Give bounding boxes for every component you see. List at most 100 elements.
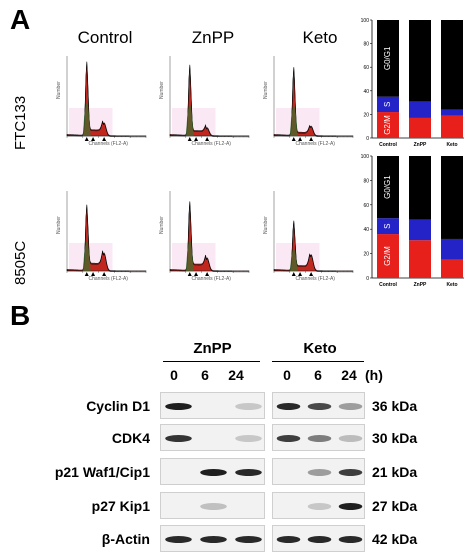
- svg-text:Number: Number: [159, 216, 165, 234]
- blot-band: [235, 435, 262, 442]
- blot-band: [165, 536, 192, 543]
- blot-strip-znpp: [160, 392, 265, 419]
- lane-label-keto-6: 6: [314, 367, 322, 383]
- blot-band: [235, 536, 262, 543]
- condition-title-control: Control: [77, 28, 133, 47]
- svg-text:Number: Number: [263, 81, 269, 99]
- phase-label-s: S: [383, 223, 392, 228]
- bar-y-tick: 0: [366, 136, 369, 142]
- lane-label-znpp-6: 6: [201, 367, 209, 383]
- blot-row-label: p21 Waf1/Cip1: [54, 464, 150, 480]
- histogram-8505c-control: Number Channels (FL2-A): [56, 191, 147, 282]
- bar-segment-g2-m-control: [377, 234, 399, 278]
- blot-band: [338, 503, 363, 510]
- svg-text:Channels (FL2-A): Channels (FL2-A): [89, 141, 129, 147]
- group-title-znpp: ZnPP: [193, 340, 232, 357]
- blot-band: [276, 403, 301, 410]
- bar-x-tick-keto: Keto: [446, 142, 457, 148]
- bar-segment-s-control: [377, 96, 399, 113]
- blot-strip-znpp: [160, 492, 265, 519]
- lane-label-keto-24: 24: [341, 367, 357, 383]
- blot-band: [235, 403, 262, 410]
- bar-x-tick-control: Control: [379, 282, 397, 288]
- blot-strip-keto: [272, 458, 365, 485]
- bar-x-tick-control: Control: [379, 142, 397, 148]
- blot-band: [200, 469, 227, 476]
- bar-segment-g2-m-znpp: [409, 240, 431, 278]
- time-unit-label: (h): [365, 367, 383, 383]
- svg-text:Number: Number: [159, 81, 165, 99]
- bar-y-tick: 60: [363, 65, 369, 71]
- blot-band: [338, 536, 363, 543]
- blot-row-label: Cyclin D1: [86, 398, 150, 414]
- blot-band: [235, 469, 262, 476]
- blot-strip-keto: [272, 492, 365, 519]
- svg-text:Channels (FL2-A): Channels (FL2-A): [296, 141, 336, 147]
- bar-segment-s-keto: [441, 238, 463, 260]
- bar-y-tick: 20: [363, 252, 369, 258]
- bar-y-tick: 80: [363, 178, 369, 184]
- blot-row-label: CDK4: [111, 430, 150, 446]
- lane-label-keto-0: 0: [283, 367, 291, 383]
- bar-segment-s-control: [377, 218, 399, 235]
- condition-title-znpp: ZnPP: [191, 28, 235, 47]
- bar-segment-s-znpp: [409, 219, 431, 241]
- blot-kda-label: 21 kDa: [372, 464, 418, 480]
- bar-segment-g2-m-control: [377, 112, 399, 138]
- bar-y-tick: 100: [361, 154, 370, 160]
- bar-y-tick: 60: [363, 203, 369, 209]
- bar-segment-g2-m-znpp: [409, 117, 431, 138]
- blot-kda-label: 42 kDa: [372, 531, 418, 547]
- bar-segment-g2-m-keto: [441, 115, 463, 138]
- bar-segment-g0-g1-znpp: [409, 20, 431, 102]
- condition-title-keto: Keto: [302, 28, 338, 47]
- blot-band: [307, 503, 332, 510]
- blot-band: [276, 435, 301, 442]
- blot-kda-label: 27 kDa: [372, 498, 418, 514]
- bar-segment-g0-g1-control: [377, 156, 399, 219]
- bar-y-tick: 0: [366, 276, 369, 282]
- blot-band: [338, 435, 363, 442]
- blot-band: [338, 469, 363, 476]
- bar-y-tick: 80: [363, 42, 369, 48]
- bar-x-tick-keto: Keto: [446, 282, 457, 288]
- blot-strip-znpp: [160, 458, 265, 485]
- blot-band: [165, 435, 192, 442]
- blot-band: [200, 503, 227, 510]
- blot-kda-label: 36 kDa: [372, 398, 418, 414]
- group-underline-znpp: [163, 361, 260, 362]
- blot-strip-znpp: [160, 424, 265, 451]
- bar-y-tick: 100: [361, 18, 370, 24]
- bar-y-tick: 20: [363, 112, 369, 118]
- phase-label-s: S: [383, 102, 392, 107]
- lane-label-znpp-0: 0: [170, 367, 178, 383]
- histogram-ftc133-control: Number Channels (FL2-A): [56, 56, 147, 147]
- group-title-keto: Keto: [303, 340, 337, 357]
- histogram-ftc133-znpp: Number Channels (FL2-A): [159, 56, 250, 147]
- blot-kda-label: 30 kDa: [372, 430, 418, 446]
- bar-segment-g0-g1-control: [377, 20, 399, 97]
- bar-segment-s-keto: [441, 109, 463, 116]
- lane-label-znpp-24: 24: [228, 367, 244, 383]
- svg-text:Number: Number: [56, 216, 62, 234]
- bar-x-tick-znpp: ZnPP: [414, 282, 427, 288]
- group-underline-keto: [272, 361, 364, 362]
- blot-band: [338, 403, 363, 410]
- bar-segment-g2-m-keto: [441, 259, 463, 278]
- svg-text:Channels (FL2-A): Channels (FL2-A): [192, 276, 232, 282]
- blot-band: [276, 536, 301, 543]
- bar-segment-g0-g1-keto: [441, 156, 463, 239]
- blot-band: [165, 403, 192, 410]
- bar-y-tick: 40: [363, 227, 369, 233]
- bar-x-tick-znpp: ZnPP: [414, 142, 427, 148]
- blot-band: [307, 536, 332, 543]
- blot-strip-keto: [272, 392, 365, 419]
- phase-label-g0-g1: G0/G1: [383, 175, 392, 199]
- svg-text:Channels (FL2-A): Channels (FL2-A): [296, 276, 336, 282]
- svg-text:Channels (FL2-A): Channels (FL2-A): [192, 141, 232, 147]
- svg-text:Number: Number: [263, 216, 269, 234]
- histogram-ftc133-keto: Number Channels (FL2-A): [263, 56, 354, 147]
- phase-label-g2-m: G2/M: [383, 115, 392, 135]
- blot-strip-keto: [272, 424, 365, 451]
- bar-segment-g0-g1-znpp: [409, 156, 431, 220]
